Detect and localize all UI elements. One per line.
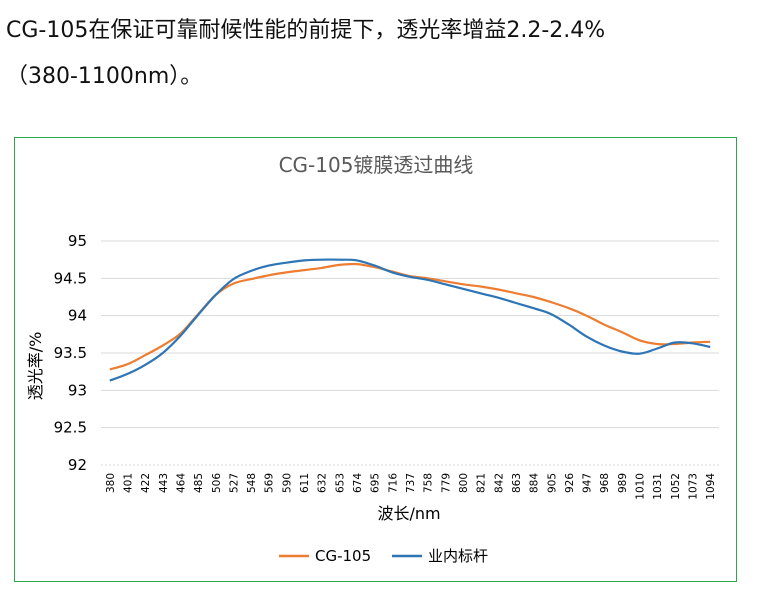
x-tick-label: 1052 — [670, 473, 682, 500]
x-tick-label: 695 — [370, 473, 382, 493]
x-tick-label: 1094 — [705, 473, 717, 500]
x-tick-label: 590 — [281, 473, 293, 493]
gridlines — [101, 240, 719, 466]
legend-label-benchmark: 业内标杆 — [428, 547, 488, 565]
legend-label-cg105: CG-105 — [315, 547, 371, 565]
y-tick-label: 94.5 — [54, 269, 87, 287]
chart-frame: CG-105镀膜透过曲线 92 92.5 93 93.5 94 94.5 95 380 401… — [14, 137, 737, 582]
x-tick-label: 443 — [158, 473, 170, 493]
y-tick-label: 93 — [68, 381, 87, 399]
x-tick-label: 527 — [228, 473, 240, 493]
y-tick-label: 92 — [68, 456, 87, 474]
y-axis-label: 透光率/% — [26, 332, 45, 401]
x-tick-label: 968 — [599, 473, 611, 493]
x-tick-label: 779 — [440, 473, 452, 493]
y-tick-label: 95 — [68, 232, 87, 250]
x-tick-label: 989 — [617, 473, 629, 493]
x-tick-label: 380 — [105, 473, 117, 493]
x-tick-label: 611 — [299, 473, 311, 493]
x-tick-label: 758 — [423, 473, 435, 493]
x-tick-label: 1073 — [688, 473, 700, 500]
x-tick-label: 401 — [122, 473, 134, 493]
x-axis-label: 波长/nm — [377, 504, 440, 523]
series-line-benchmark — [109, 258, 711, 382]
x-tick-label: 1010 — [635, 473, 647, 500]
x-tick-label: 884 — [529, 473, 541, 493]
x-tick-label: 653 — [334, 473, 346, 493]
x-tick-labels: 380 401 422 443 464 485 506 527 548 569 590 611 632 6… — [105, 473, 717, 500]
x-tick-label: 674 — [352, 473, 364, 493]
x-tick-label: 737 — [405, 473, 417, 493]
series-lines — [109, 258, 711, 382]
x-tick-label: 716 — [387, 473, 399, 493]
x-tick-label: 422 — [140, 473, 152, 493]
x-tick-label: 506 — [211, 473, 223, 493]
x-tick-label: 1031 — [652, 473, 664, 500]
y-tick-labels: 92 92.5 93 93.5 94 94.5 95 — [54, 232, 87, 474]
intro-line-2: （380-1100nm）。 — [6, 64, 203, 89]
x-tick-label: 905 — [546, 473, 558, 493]
x-tick-label: 926 — [564, 473, 576, 493]
x-tick-label: 632 — [317, 473, 329, 493]
intro-text: CG-105在保证可靠耐候性能的前提下，透光率增益2.2-2.4% （380-1… — [6, 8, 751, 100]
x-tick-label: 842 — [493, 473, 505, 493]
series-line-cg105 — [109, 262, 711, 371]
y-tick-label: 92.5 — [54, 419, 87, 437]
x-tick-label: 464 — [175, 473, 187, 493]
x-tick-label: 947 — [582, 473, 594, 493]
x-tick-label: 548 — [246, 473, 258, 493]
x-tick-label: 485 — [193, 473, 205, 493]
transmittance-chart: CG-105镀膜透过曲线 92 92.5 93 93.5 94 94.5 95 380 401… — [26, 153, 719, 565]
x-tick-label: 821 — [476, 473, 488, 493]
x-tick-label: 800 — [458, 473, 470, 493]
y-tick-label: 93.5 — [54, 344, 87, 362]
x-tick-label: 863 — [511, 473, 523, 493]
chart-title: CG-105镀膜透过曲线 — [279, 153, 474, 177]
legend: CG-105 业内标杆 — [279, 547, 488, 565]
x-tick-label: 569 — [264, 473, 276, 493]
intro-line-1: CG-105在保证可靠耐候性能的前提下，透光率增益2.2-2.4% — [6, 18, 606, 43]
y-tick-label: 94 — [68, 307, 87, 325]
